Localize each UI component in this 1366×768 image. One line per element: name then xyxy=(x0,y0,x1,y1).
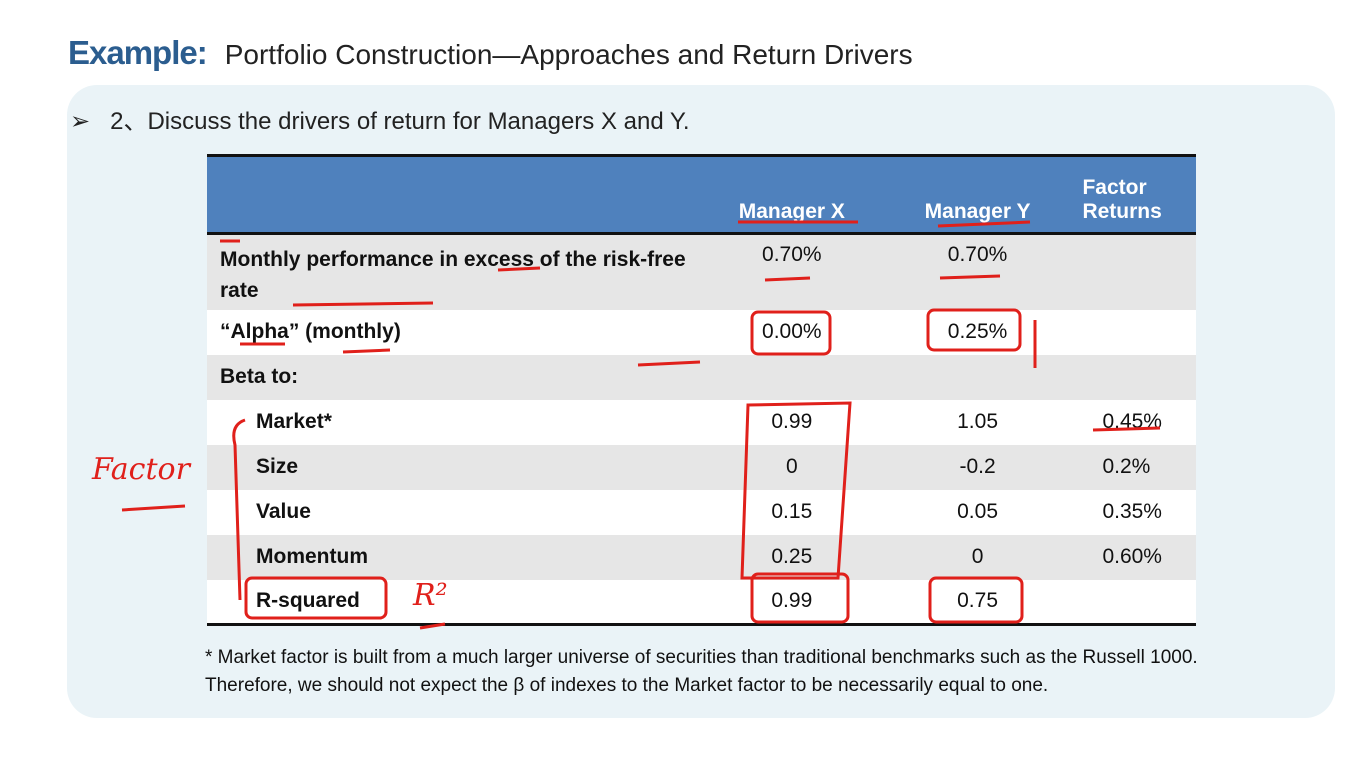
cell: 0.70% xyxy=(762,243,822,266)
cell: 0.25% xyxy=(947,320,1008,343)
cell: 0.75 xyxy=(957,589,998,613)
cell: 0 xyxy=(785,455,798,478)
header-row: Manager X Manager Y Factor Returns xyxy=(207,155,1196,234)
box xyxy=(750,572,850,624)
cell: 0.05 xyxy=(957,500,998,523)
box xyxy=(244,576,388,620)
cell: -0.2 xyxy=(959,455,996,478)
cell: 0.2% xyxy=(1102,455,1151,478)
cell: 0 xyxy=(971,545,984,568)
handwritten-note: Factor xyxy=(92,452,190,487)
content-panel xyxy=(67,85,1335,718)
table-body: Monthly performance in excess of the ris… xyxy=(207,233,1196,625)
cell: 0.99 xyxy=(771,410,813,433)
table-row: Market* 0.99 1.05 0.45% xyxy=(207,399,1196,445)
header-cell: Factor Returns xyxy=(1082,176,1162,223)
bracket xyxy=(740,401,852,580)
handwritten-note: R² xyxy=(413,578,448,613)
header-cell: Manager X xyxy=(738,200,845,223)
table-row: Monthly performance in excess of the ris… xyxy=(207,233,1196,310)
table-row: Value 0.15 0.05 0.35% xyxy=(207,489,1196,535)
cell: 0.70% xyxy=(947,243,1008,266)
title-label: Example: xyxy=(68,34,208,71)
row-label: “Alpha” (monthly) xyxy=(220,320,401,343)
title: Example: Portfolio Construction—Approache… xyxy=(68,34,913,72)
underline xyxy=(121,220,1161,630)
cell: 1.05 xyxy=(957,410,998,433)
box xyxy=(926,308,1022,352)
row-label: Market* xyxy=(256,410,332,433)
footnote: Therefore, we should not expect the β of… xyxy=(205,675,1049,696)
row-label: Beta to: xyxy=(220,365,299,388)
cell: 0.25 xyxy=(771,545,813,568)
box xyxy=(750,310,832,356)
footnote: * Market factor is built from a much lar… xyxy=(205,647,1198,668)
row-label: Monthly performance in excess of the ris… xyxy=(220,248,686,303)
cell: 0.99 xyxy=(771,589,813,613)
box xyxy=(928,576,1024,624)
table-row: Size 0 -0.2 0.2% xyxy=(207,444,1196,490)
cell: 0.15 xyxy=(771,500,813,523)
bullet-icon: ➢ xyxy=(70,108,91,135)
table: Manager X Manager Y Factor Returns Month… xyxy=(207,154,1196,626)
cell: 0.60% xyxy=(1102,545,1162,568)
row-label: R-squared xyxy=(256,589,360,613)
row-label: Size xyxy=(256,455,299,478)
header-cell: Manager Y xyxy=(924,200,1031,223)
table-row: Momentum 0.25 0 0.60% xyxy=(207,534,1196,580)
table-row: “Alpha” (monthly) 0.00% 0.25% xyxy=(207,309,1196,355)
brace xyxy=(232,418,246,601)
row-label: Value xyxy=(256,500,311,523)
cell: 0.35% xyxy=(1102,500,1162,523)
row-label: Momentum xyxy=(256,545,368,568)
bullet: ➢ 2、Discuss the drivers of return for Man… xyxy=(70,101,690,136)
table-row: Beta to: xyxy=(207,354,1196,400)
bullet-text: 2、Discuss the drivers of return for Mana… xyxy=(110,108,690,135)
cell: 0.00% xyxy=(762,320,822,343)
title-text: Portfolio Construction—Approaches and Re… xyxy=(224,39,913,70)
